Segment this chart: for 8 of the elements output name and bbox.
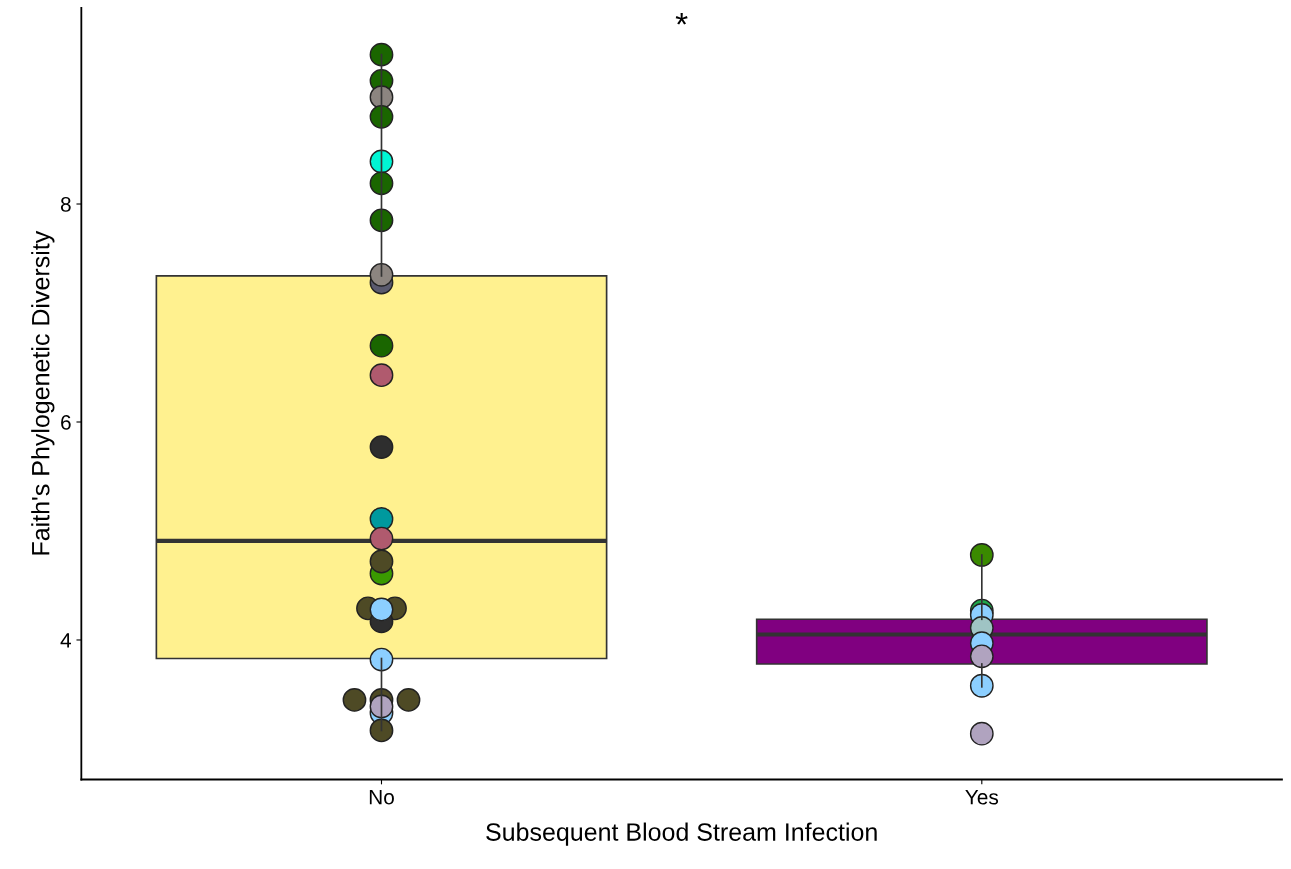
x-tick-label: Yes <box>965 789 999 805</box>
y-tick-label: 4 <box>60 633 71 648</box>
y-axis-title: Faith's Phylogenetic Diversity <box>31 230 55 555</box>
x-tick-label: No <box>369 789 394 805</box>
y-tick-label: 6 <box>61 415 71 430</box>
x-axis-title: Subsequent Blood Stream Infection <box>486 822 877 846</box>
annotation: * <box>675 12 688 25</box>
y-tick-label: 8 <box>60 197 71 212</box>
